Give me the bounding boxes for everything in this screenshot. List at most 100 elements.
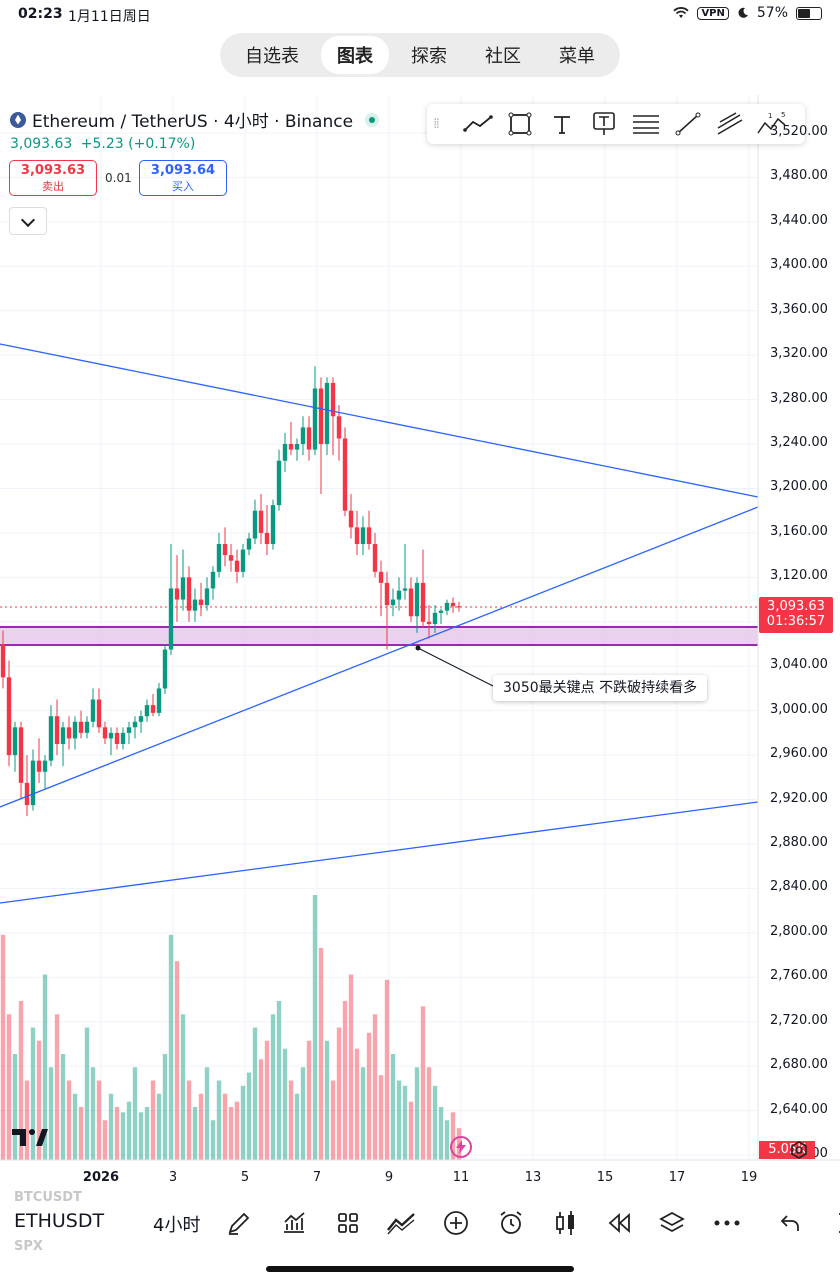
- volume-bar: [282, 1048, 288, 1160]
- candle-body: [216, 544, 222, 572]
- tab-chart[interactable]: 图表: [321, 36, 389, 74]
- candle-body: [204, 588, 210, 606]
- candle-body: [210, 571, 216, 589]
- layers-icon[interactable]: [657, 1208, 687, 1238]
- sell-button[interactable]: 3,093.63 卖出: [9, 160, 97, 196]
- next-symbol[interactable]: SPX: [14, 1239, 43, 1254]
- candle-body: [66, 727, 72, 739]
- chart-annotation[interactable]: 3050最关键点 不跌破持续看多: [493, 675, 708, 701]
- ray-icon[interactable]: [667, 109, 709, 139]
- text-icon[interactable]: [541, 109, 583, 139]
- buy-price: 3,093.64: [150, 163, 216, 178]
- settings-icon[interactable]: [789, 1140, 809, 1160]
- volume-bar: [126, 1101, 132, 1160]
- symbol-selector[interactable]: ETHUSDT: [14, 1210, 105, 1232]
- volume-bar: [144, 1107, 150, 1160]
- candle-body: [366, 527, 372, 545]
- pencil-icon[interactable]: [224, 1208, 254, 1238]
- candle-body: [84, 721, 90, 733]
- tab-community[interactable]: 社区: [485, 46, 521, 67]
- volume-bar: [264, 1040, 270, 1160]
- price-axis-label: 3,040.00: [770, 657, 828, 673]
- candle-body: [42, 760, 48, 772]
- moon-icon: [738, 7, 748, 18]
- candle-body: [402, 588, 408, 591]
- time-axis-label: 17: [668, 1170, 686, 1185]
- rectangle-icon[interactable]: [499, 109, 541, 139]
- tab-watchlist[interactable]: 自选表: [245, 46, 299, 67]
- lower-trendline: [0, 801, 759, 904]
- candle-body: [120, 732, 126, 744]
- symbol-header[interactable]: Ethereum / TetherUS · 4小时 · Binance: [10, 107, 380, 132]
- candle-body: [300, 427, 306, 445]
- volume-bar: [294, 1093, 300, 1160]
- replay-icon[interactable]: [604, 1208, 634, 1238]
- tab-explore[interactable]: 探索: [411, 46, 447, 67]
- buy-button[interactable]: 3,093.64 买入: [139, 160, 227, 196]
- candle-body: [96, 699, 102, 728]
- candle-body: [18, 727, 24, 783]
- horizontal-lines-icon[interactable]: [625, 109, 667, 139]
- volume-bar: [192, 1107, 198, 1160]
- volume-bar: [48, 1067, 54, 1160]
- lightning-icon[interactable]: [450, 1136, 472, 1158]
- candle-body: [108, 732, 114, 739]
- volume-bar: [102, 1120, 108, 1160]
- compare-icon[interactable]: [386, 1208, 416, 1238]
- candle-body: [60, 727, 66, 744]
- candle-body: [12, 727, 18, 756]
- status-date: 1月11日周日: [68, 9, 151, 25]
- candle-body: [48, 716, 54, 761]
- volume-bar: [90, 1067, 96, 1160]
- parallel-channel-icon[interactable]: [709, 109, 751, 139]
- interval-selector[interactable]: 4小时: [153, 1215, 201, 1236]
- volume-bar: [270, 1014, 276, 1160]
- price-axis-label: 3,440.00: [770, 212, 828, 228]
- fullscreen-icon[interactable]: [822, 1208, 840, 1238]
- candle-body: [330, 382, 336, 417]
- candle-body: [150, 705, 156, 713]
- time-axis-label: 15: [596, 1170, 614, 1185]
- candle-body: [408, 588, 414, 617]
- price-axis-label: 3,360.00: [770, 301, 828, 317]
- trend-line-icon[interactable]: [457, 109, 499, 139]
- collapse-button[interactable]: [9, 207, 47, 235]
- volume-bar: [150, 1080, 156, 1160]
- candle-body: [114, 732, 120, 744]
- volume-bar: [114, 1107, 120, 1160]
- status-time: 02:23: [18, 6, 63, 22]
- annotation-anchor: [415, 645, 421, 651]
- volume-bar: [324, 1040, 330, 1160]
- volume-bar: [366, 1032, 372, 1160]
- candle-body: [384, 582, 390, 606]
- home-indicator[interactable]: [266, 1266, 574, 1272]
- volume-bar: [360, 1067, 366, 1160]
- time-axis-label: 2026: [82, 1170, 120, 1185]
- more-icon[interactable]: [712, 1208, 742, 1238]
- alarm-icon[interactable]: [496, 1208, 526, 1238]
- volume-bar: [156, 1093, 162, 1160]
- candles-icon[interactable]: [550, 1208, 580, 1238]
- tab-menu[interactable]: 菜单: [559, 46, 595, 67]
- indicators-icon[interactable]: [279, 1208, 309, 1238]
- previous-symbol[interactable]: BTCUSDT: [14, 1190, 82, 1205]
- drag-handle-icon[interactable]: ⁞⁞: [433, 116, 440, 132]
- note-icon[interactable]: [583, 109, 625, 139]
- candle-body: [102, 727, 108, 739]
- layouts-icon[interactable]: [333, 1208, 363, 1238]
- add-icon[interactable]: [441, 1208, 471, 1238]
- ascending-trendline: [0, 506, 759, 808]
- volume-bar: [168, 934, 174, 1160]
- price-chart[interactable]: [0, 95, 840, 1190]
- volume-bar: [24, 1080, 30, 1160]
- candle-body: [234, 560, 240, 572]
- buy-label: 买入: [172, 180, 194, 193]
- volume-bar: [246, 1072, 252, 1160]
- volume-bar: [198, 1093, 204, 1160]
- undo-icon[interactable]: [775, 1208, 805, 1238]
- candle-body: [390, 599, 396, 606]
- volume-bar: [438, 1107, 444, 1160]
- candle-body: [156, 688, 162, 713]
- current-price-tag: 3,093.63 01:36:57: [759, 597, 833, 633]
